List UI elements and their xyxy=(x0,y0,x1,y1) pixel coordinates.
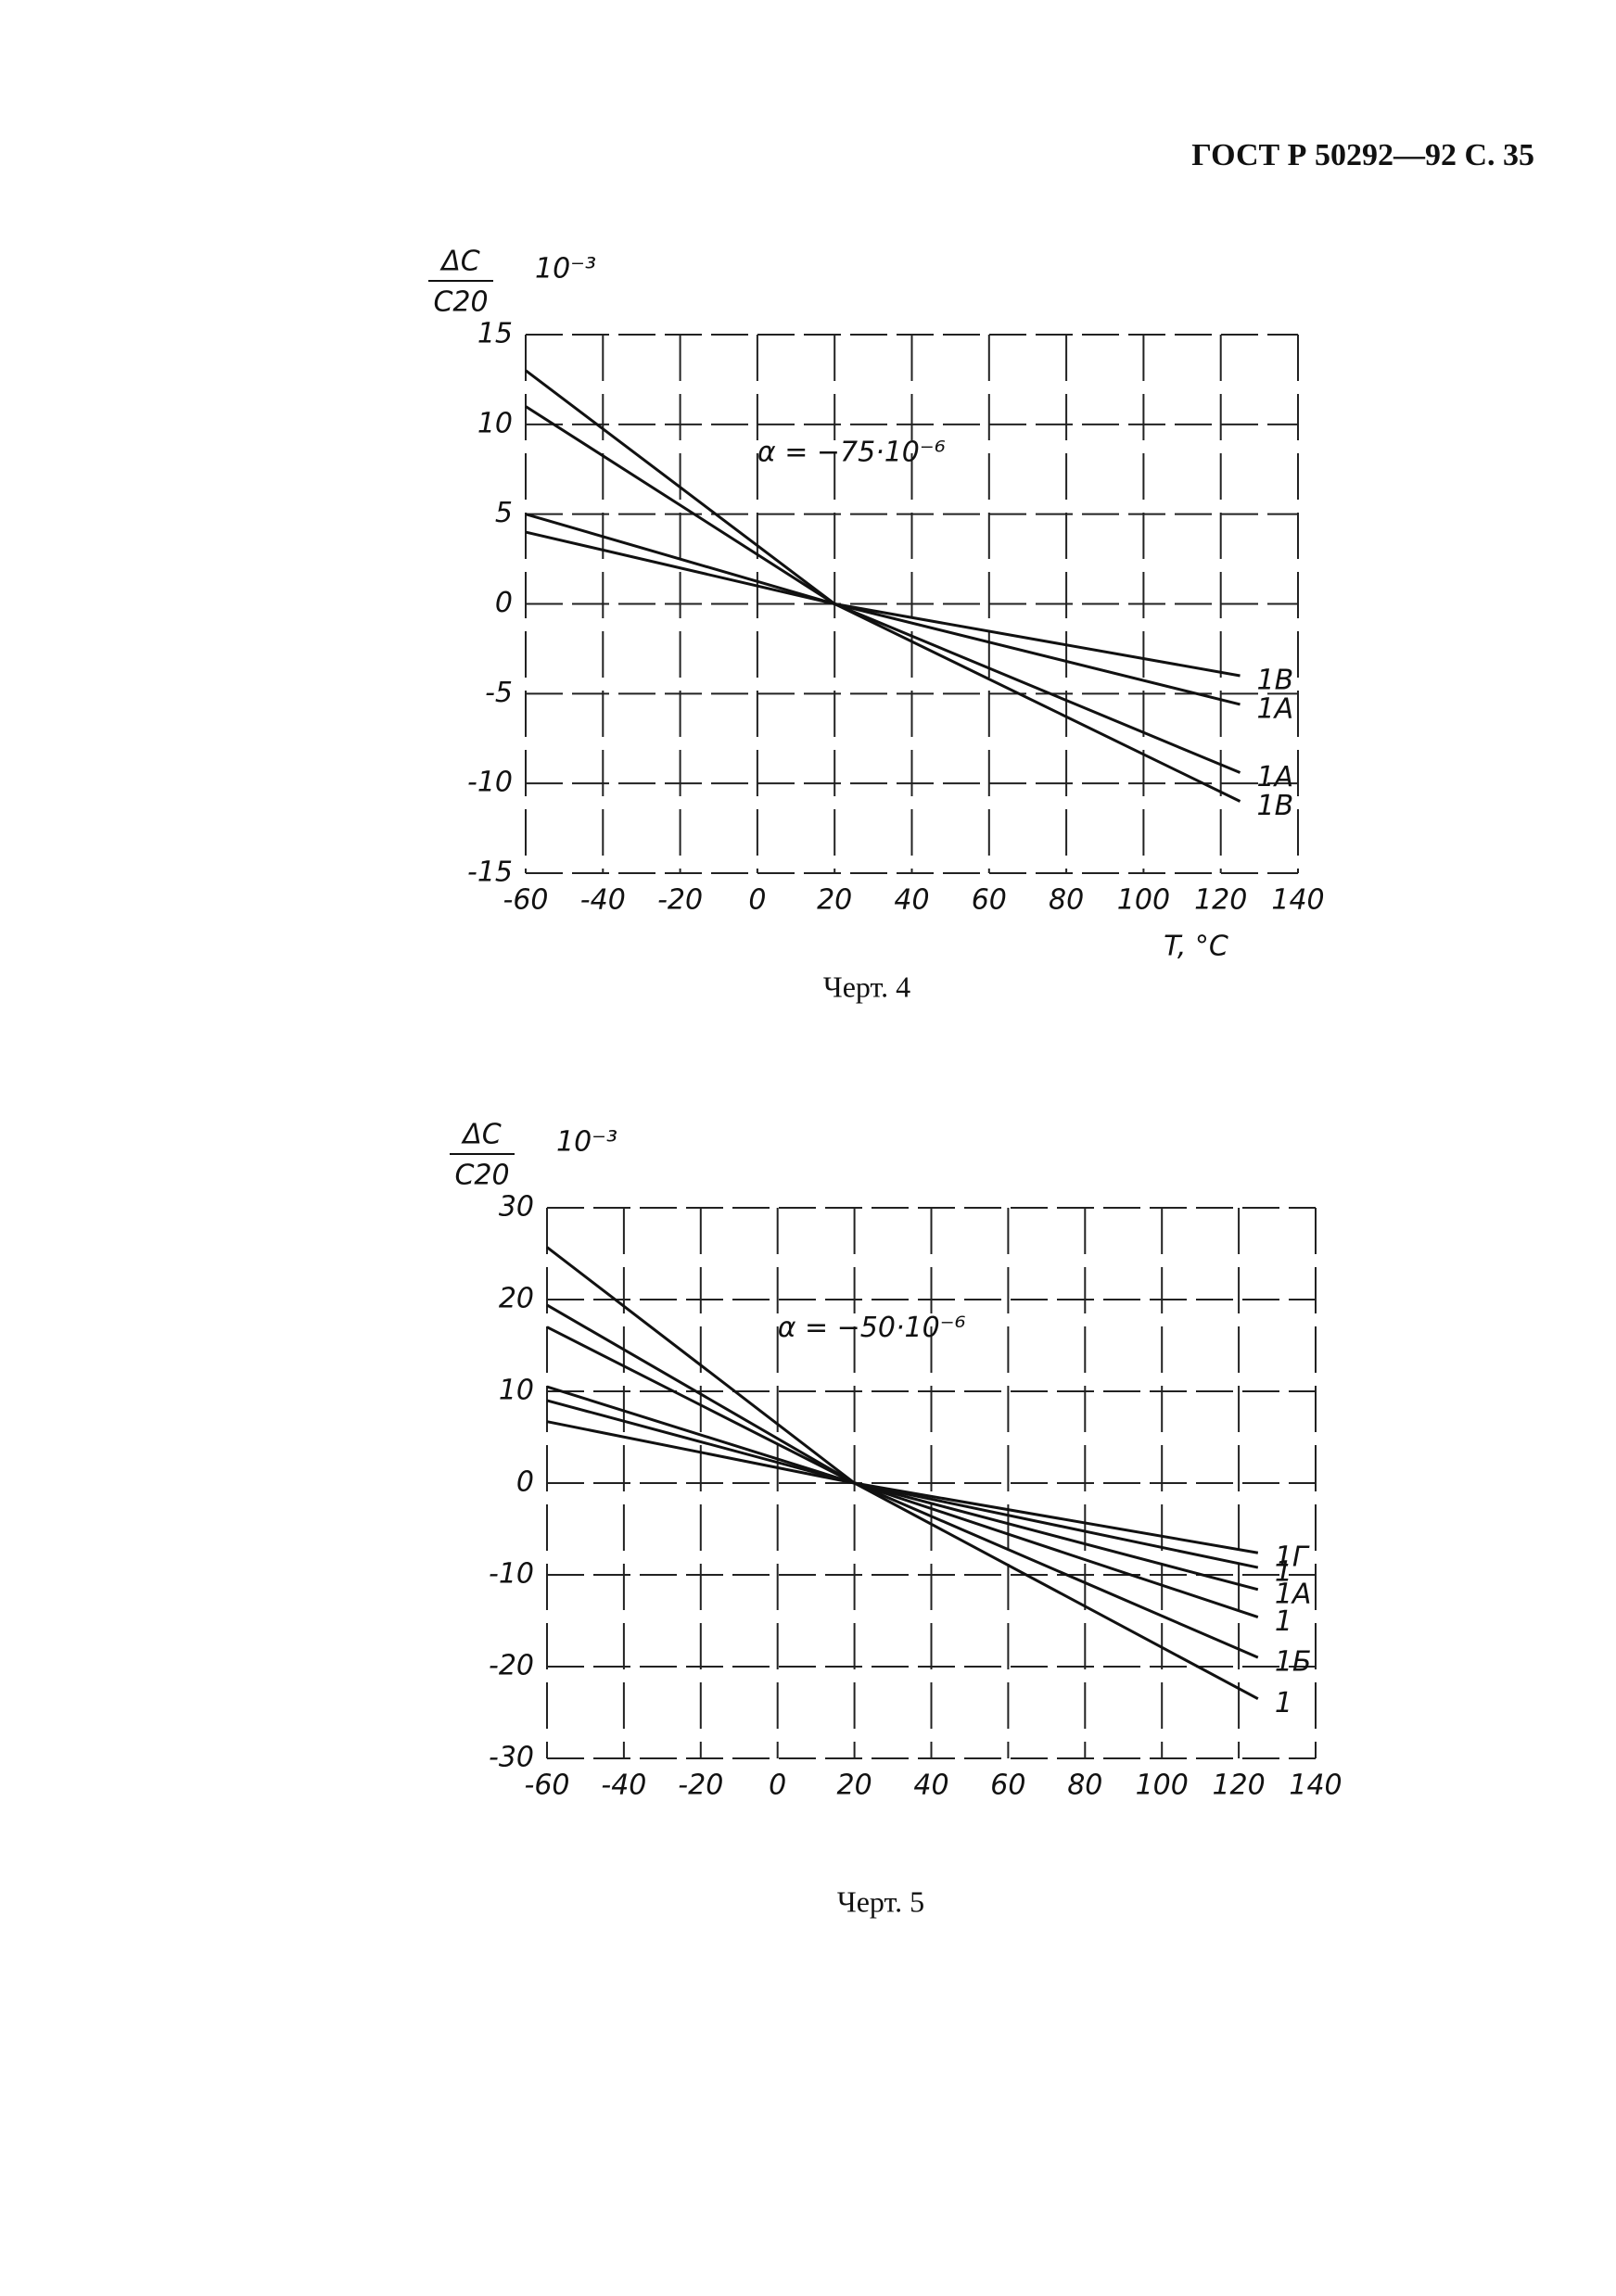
x-tick-label: 100 xyxy=(1136,1770,1189,1802)
series-label: 1 xyxy=(1275,1687,1292,1719)
y-tick-label: -10 xyxy=(467,767,513,799)
y-tick-label: -10 xyxy=(489,1558,534,1591)
data-line xyxy=(546,1303,1259,1659)
series-label: 1Б xyxy=(1275,1646,1312,1679)
y-tick-label: 20 xyxy=(499,1283,534,1315)
annotation: α = −50·10⁻⁶ xyxy=(778,1312,966,1344)
x-tick-label: -60 xyxy=(525,1770,570,1802)
series-label: 1 xyxy=(1275,1605,1292,1638)
series-label: 1Г xyxy=(1275,1541,1310,1574)
data-line xyxy=(546,1246,1259,1700)
x-tick-label: 0 xyxy=(769,1770,786,1802)
x-tick-label: 80 xyxy=(1049,884,1084,917)
x-tick-label: 0 xyxy=(748,884,766,917)
series-label: 1A xyxy=(1257,761,1294,793)
series-label: 1 xyxy=(1275,1556,1292,1589)
page-header: ГОСТ Р 50292—92 С. 35 xyxy=(1191,138,1534,172)
x-tick-label: 60 xyxy=(972,884,1007,917)
x-tick-label: -40 xyxy=(580,884,626,917)
y-tick-label: 0 xyxy=(495,587,513,619)
series-label: 1B xyxy=(1257,790,1294,822)
caption: Черт. 4 xyxy=(823,970,910,1003)
x-tick-label: 40 xyxy=(913,1770,948,1802)
annotation: α = −75·10⁻⁶ xyxy=(757,436,946,468)
series-label: 1A xyxy=(1257,692,1294,725)
y-tick-label: -20 xyxy=(489,1650,534,1682)
x-tick-label: -20 xyxy=(678,1770,723,1802)
y-tick-label: 5 xyxy=(495,497,513,529)
x-tick-label: -40 xyxy=(601,1770,646,1802)
y-tick-label: 10 xyxy=(499,1375,534,1407)
x-tick-label: -60 xyxy=(503,884,549,917)
data-line xyxy=(546,1326,1259,1618)
x-tick-label: 140 xyxy=(1289,1770,1342,1802)
x-tick-label: 20 xyxy=(837,1770,872,1802)
data-line xyxy=(525,530,1241,678)
y-label: C20 xyxy=(454,1160,509,1192)
y-label: ΔC xyxy=(461,1119,502,1151)
x-tick-label: 120 xyxy=(1194,884,1247,917)
y-tick-label: -15 xyxy=(467,856,513,889)
series-label: 1А xyxy=(1275,1578,1312,1610)
series-label: 1B xyxy=(1257,664,1294,696)
data-line xyxy=(525,513,1241,706)
data-line xyxy=(546,1420,1259,1554)
x-tick-label: 40 xyxy=(894,884,929,917)
x-tick-label: 20 xyxy=(817,884,852,917)
x-tick-label: -20 xyxy=(657,884,703,917)
caption: Черт. 5 xyxy=(837,1884,924,1918)
data-line xyxy=(546,1385,1259,1592)
y-unit: 10⁻³ xyxy=(535,253,596,285)
y-tick-label: 10 xyxy=(477,407,513,439)
y-tick-label: -30 xyxy=(489,1742,534,1774)
y-label: ΔC xyxy=(439,246,480,278)
x-tick-label: 120 xyxy=(1212,1770,1265,1802)
x-tick-label: 100 xyxy=(1117,884,1170,917)
x-tick-label: 60 xyxy=(990,1770,1025,1802)
y-tick-label: -5 xyxy=(485,677,513,709)
y-unit: 10⁻³ xyxy=(556,1126,617,1159)
x-tick-label: 140 xyxy=(1271,884,1324,917)
y-tick-label: 0 xyxy=(516,1466,534,1499)
y-label: C20 xyxy=(433,286,488,319)
x-tick-label: 80 xyxy=(1067,1770,1102,1802)
y-tick-label: 15 xyxy=(477,318,513,350)
y-tick-label: 30 xyxy=(499,1191,534,1224)
x-label: T, °C xyxy=(1164,931,1228,963)
